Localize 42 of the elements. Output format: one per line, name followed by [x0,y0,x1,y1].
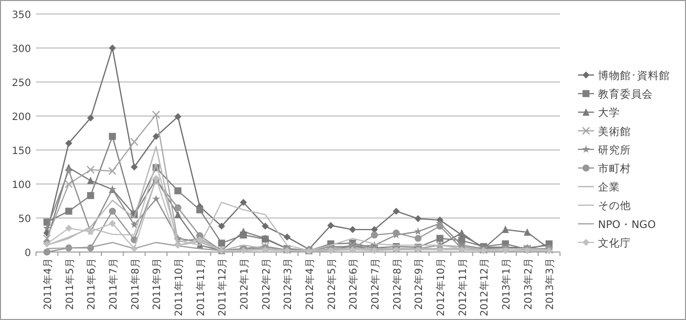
x-tick-label: 2011年4月 [42,258,54,310]
legend-label: 大学 [598,106,620,120]
y-tick-label: 50 [18,214,31,225]
y-tick-label: 300 [12,44,31,55]
x-tick-label: 2012年1月 [238,258,250,310]
x-tick-label: 2011年8月 [129,258,142,310]
y-tick-label: 100 [12,180,31,191]
x-tick-label: 2011年5月 [64,258,76,310]
x-tick-label: 2012年11月 [456,258,469,316]
x-tick-label: 2012年7月 [369,258,382,310]
x-tick-label: 2011年9月 [151,258,164,310]
x-tick-label: 2012年4月 [304,258,316,310]
x-tick-label: 2012年9月 [413,258,426,310]
x-tick-label: 2012年2月 [260,258,272,310]
x-tick-label: 2012年5月 [326,258,338,310]
x-tick-label: 2013年3月 [544,258,556,310]
legend-label: 美術館 [598,124,631,138]
legend-label: 博物館･資料館 [598,69,670,82]
legend-label: その他 [598,200,631,212]
x-tick-label: 2012年12月 [478,258,491,316]
x-tick-label: 2012年8月 [391,258,404,310]
x-tick-label: 2011年7月 [107,258,120,310]
x-tick-label: 2012年10月 [434,258,447,316]
y-tick-label: 200 [12,112,31,123]
legend-label: 市町村 [598,162,631,175]
legend-label: 文化庁 [598,236,631,250]
legend-label: 教育委員会 [598,88,653,101]
x-tick-label: 2013年2月 [522,258,534,310]
x-tick-label: 2012年6月 [348,258,360,310]
y-tick-label: 150 [12,146,31,157]
legend-label: 研究所 [598,143,631,156]
legend-label: NPO・NGO [598,218,656,231]
x-tick-label: 2011年12月 [216,258,229,316]
y-tick-label: 250 [12,78,31,89]
x-tick-label: 2011年10月 [172,258,185,316]
x-tick-label: 2012年3月 [282,258,294,310]
legend-label: 企業 [598,182,620,194]
x-tick-label: 2011年6月 [86,258,98,310]
x-tick-label: 2011年11月 [194,258,207,316]
x-tick-label: 2013年1月 [500,258,512,310]
y-tick-label: 0 [24,248,31,259]
y-tick-label: 350 [12,10,31,21]
